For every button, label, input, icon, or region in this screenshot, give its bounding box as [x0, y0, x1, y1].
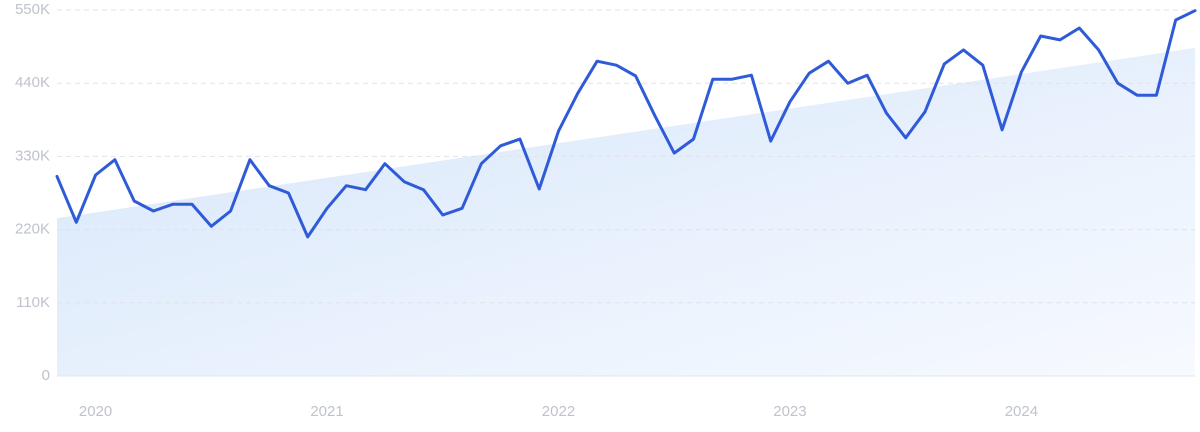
x-tick-label: 2024 — [1005, 403, 1038, 420]
y-tick-label: 440K — [15, 74, 50, 91]
x-tick-label: 2021 — [310, 403, 343, 420]
x-tick-label: 2022 — [542, 403, 575, 420]
y-tick-label: 330K — [15, 147, 50, 164]
x-tick-label: 2023 — [773, 403, 806, 420]
y-tick-label: 550K — [15, 1, 50, 18]
y-tick-label: 110K — [16, 294, 50, 311]
y-tick-label: 220K — [15, 221, 50, 238]
y-tick-label: 0 — [42, 367, 50, 384]
line — [55, 9, 1197, 239]
x-tick-label: 2020 — [79, 403, 112, 420]
